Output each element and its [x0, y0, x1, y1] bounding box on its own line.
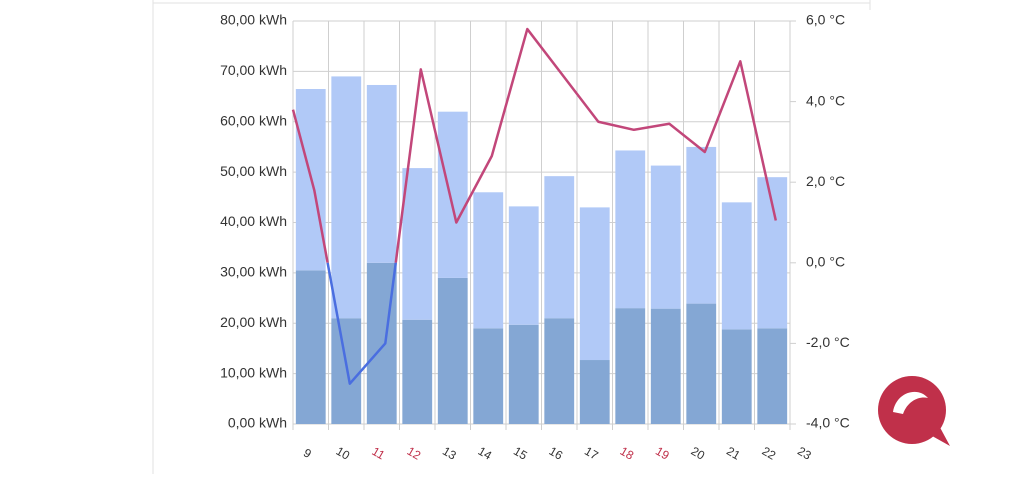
bar: [473, 192, 504, 329]
y2-tick-label: 2,0 °C: [806, 173, 845, 189]
temperature-line: [291, 27, 778, 263]
bar: [757, 328, 788, 424]
bar: [437, 111, 468, 278]
y-tick-label: 80,00 kWh: [220, 12, 287, 28]
bar: [579, 360, 610, 424]
y2-tick-label: -2,0 °C: [806, 334, 850, 350]
x-tick-label: 17: [582, 444, 601, 463]
y-tick-label: 40,00 kWh: [220, 213, 287, 229]
x-tick-label: 12: [405, 444, 424, 463]
y2-tick-label: 4,0 °C: [806, 92, 845, 108]
x-tick-label: 16: [547, 444, 566, 463]
x-tick-label: 10: [334, 444, 353, 463]
bar: [508, 324, 539, 424]
bar: [650, 165, 681, 309]
x-tick-label: 14: [476, 444, 495, 463]
x-tick-label: 11: [370, 444, 388, 463]
y-tick-label: 30,00 kWh: [220, 264, 287, 280]
bar: [544, 176, 575, 319]
bar: [544, 318, 575, 424]
bar: [331, 76, 362, 319]
x-tick-label: 15: [511, 444, 530, 463]
bar: [650, 308, 681, 424]
bar: [402, 319, 433, 424]
bar: [402, 168, 433, 320]
bar: [686, 146, 717, 304]
bar: [508, 206, 539, 325]
x-tick-label: 22: [760, 444, 779, 463]
x-tick-label: 9: [301, 446, 314, 462]
bar: [615, 308, 646, 424]
y2-tick-label: -4,0 °C: [806, 415, 850, 431]
bar: [579, 207, 610, 361]
logo: [878, 376, 950, 446]
y2-tick-label: 6,0 °C: [806, 12, 845, 28]
bar: [686, 303, 717, 424]
y-tick-label: 0,00 kWh: [228, 415, 287, 431]
bar: [437, 277, 468, 424]
bar: [295, 270, 326, 424]
x-tick-label: 23: [795, 444, 814, 463]
x-tick-label: 19: [653, 444, 672, 463]
y-tick-label: 60,00 kWh: [220, 112, 287, 128]
y-tick-label: 70,00 kWh: [220, 62, 287, 78]
y-tick-label: 10,00 kWh: [220, 364, 287, 380]
bar: [721, 202, 752, 330]
bar: [615, 150, 646, 309]
x-tick-label: 20: [689, 444, 708, 463]
bar: [721, 329, 752, 424]
bar: [366, 84, 397, 263]
x-tick-label: 18: [618, 444, 637, 463]
x-tick-label: 13: [440, 444, 459, 463]
bar: [473, 328, 504, 424]
y2-tick-label: 0,0 °C: [806, 254, 845, 270]
temperature-line-negative: [326, 262, 398, 385]
y-tick-label: 20,00 kWh: [220, 314, 287, 330]
x-tick-label: 21: [724, 444, 743, 463]
y-tick-label: 50,00 kWh: [220, 163, 287, 179]
